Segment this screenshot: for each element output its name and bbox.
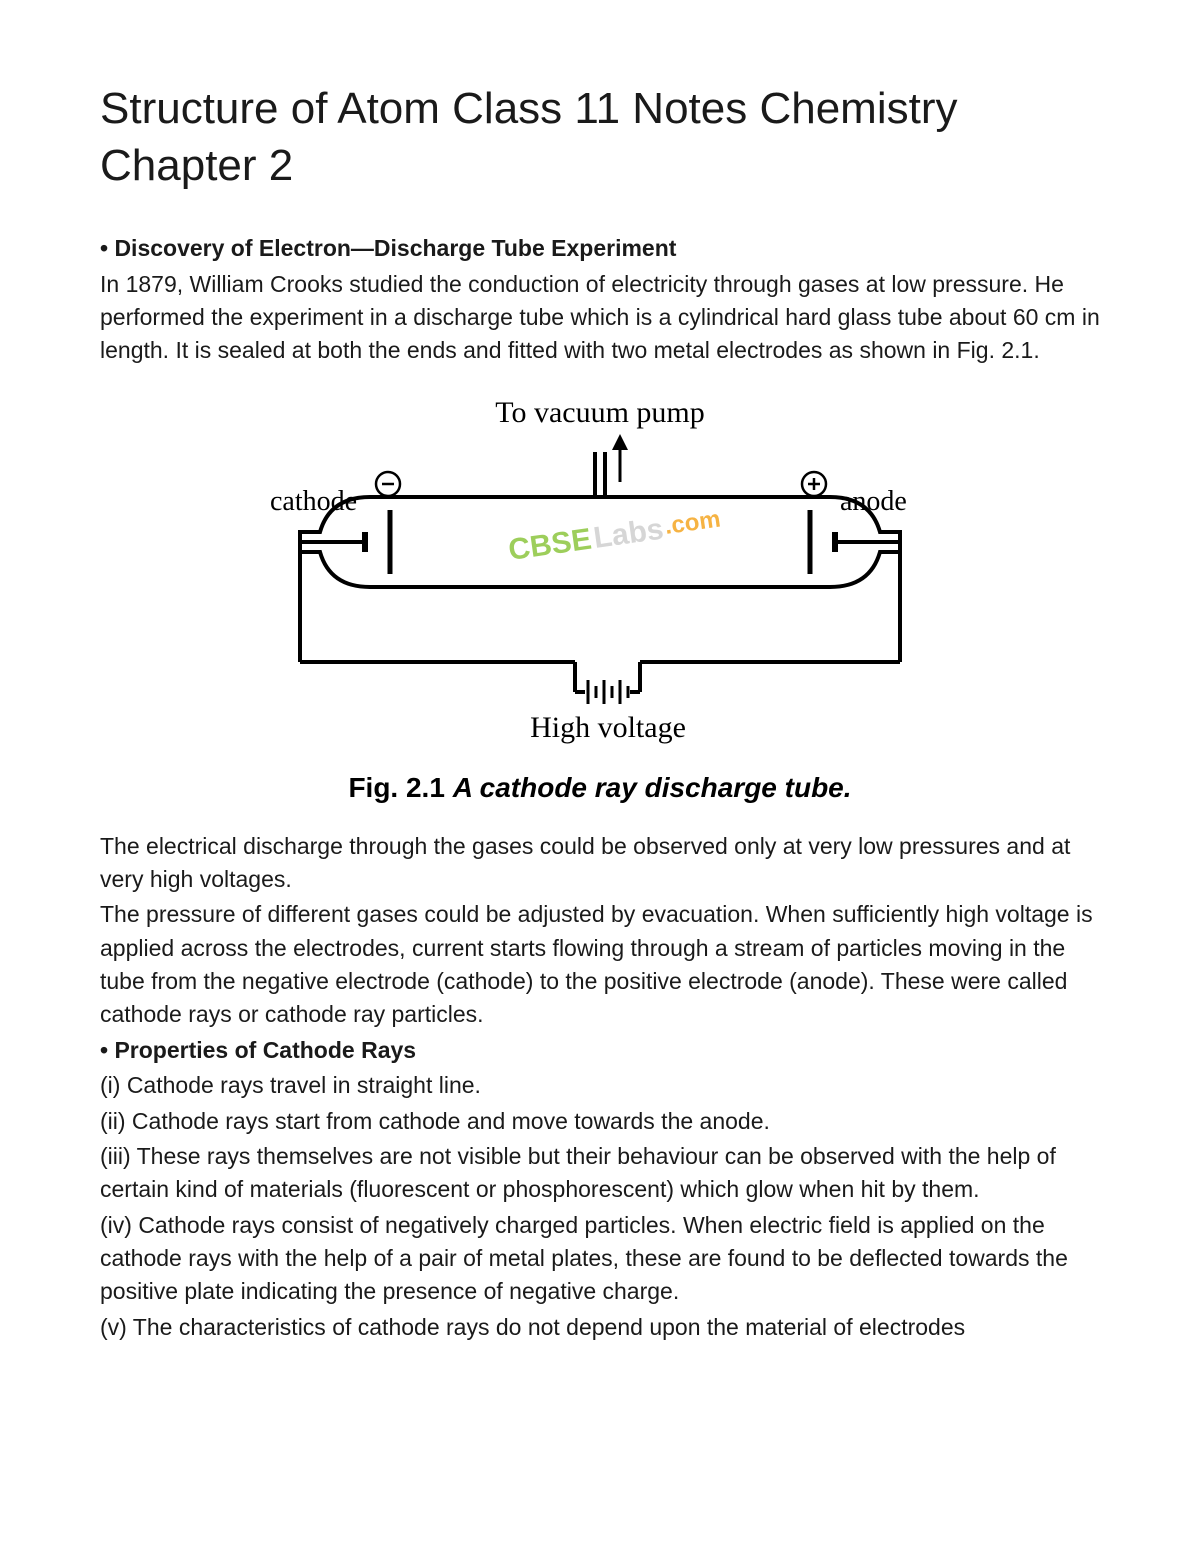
high-voltage-label: High voltage: [530, 711, 686, 744]
prop-iv: (iv) Cathode rays consist of negatively …: [100, 1209, 1100, 1309]
properties-heading: • Properties of Cathode Rays: [100, 1037, 416, 1063]
prop-iii: (iii) These rays themselves are not visi…: [100, 1140, 1100, 1207]
section-heading: • Discovery of Electron—Discharge Tube E…: [100, 235, 676, 261]
watermark-part3: .com: [663, 505, 722, 540]
watermark-part1: CBSE: [506, 522, 593, 566]
section-discovery: • Discovery of Electron—Discharge Tube E…: [100, 232, 1100, 367]
discharge-tube-diagram: To vacuum pump cathode: [200, 392, 1000, 762]
obs-p1: The electrical discharge through the gas…: [100, 830, 1100, 897]
document-page: Structure of Atom Class 11 Notes Chemist…: [0, 0, 1200, 1406]
intro-paragraph: In 1879, William Crooks studied the cond…: [100, 268, 1100, 368]
prop-ii: (ii) Cathode rays start from cathode and…: [100, 1105, 1100, 1138]
battery-symbol: [588, 680, 628, 704]
section-observation: The electrical discharge through the gas…: [100, 830, 1100, 1032]
vacuum-arrow-head: [612, 434, 628, 450]
figure-caption-italic: A cathode ray discharge tube.: [453, 772, 852, 803]
anode-label: anode: [840, 486, 907, 517]
watermark: CBSE Labs .com: [506, 504, 723, 566]
vacuum-label: To vacuum pump: [495, 396, 705, 429]
cathode-label: cathode: [270, 486, 357, 517]
page-title: Structure of Atom Class 11 Notes Chemist…: [100, 80, 1100, 194]
prop-i: (i) Cathode rays travel in straight line…: [100, 1069, 1100, 1102]
figure-caption: Fig. 2.1 A cathode ray discharge tube.: [100, 772, 1100, 804]
figure-discharge-tube: To vacuum pump cathode: [100, 392, 1100, 762]
obs-p2: The pressure of different gases could be…: [100, 898, 1100, 1031]
prop-v: (v) The characteristics of cathode rays …: [100, 1311, 1100, 1344]
figure-caption-bold: Fig. 2.1: [348, 772, 452, 803]
watermark-part2: Labs: [592, 512, 666, 554]
section-properties: • Properties of Cathode Rays (i) Cathode…: [100, 1034, 1100, 1344]
